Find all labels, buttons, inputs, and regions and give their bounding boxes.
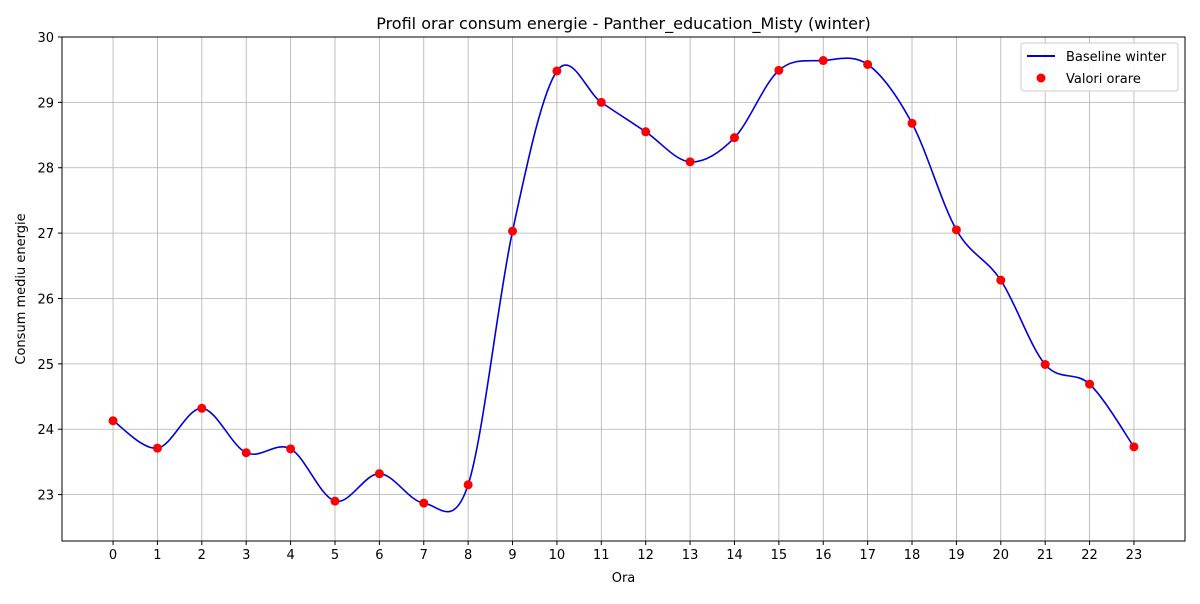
x-tick-label: 3 [242,548,250,563]
scatter-point [374,469,384,479]
x-tick-label: 20 [993,548,1010,563]
y-tick-label: 25 [37,358,54,373]
y-tick-label: 27 [37,227,54,242]
scatter-point [685,157,695,167]
x-tick-label: 11 [593,548,610,563]
x-tick-label: 0 [109,548,117,563]
x-axis-ticks: 0 1 2 3 4 5 6 7 8 9 10 11 12 13 14 15 16 17 18 19 20 21 22 23 [109,541,1142,563]
y-tick-label: 23 [37,489,54,504]
x-tick-label: 1 [153,548,161,563]
scatter-point [641,127,651,137]
y-tick-label: 30 [37,31,54,46]
scatter-point [863,59,873,69]
scatter-point [996,275,1006,285]
scatter-point [596,97,606,107]
x-axis-label: Ora [612,571,636,586]
scatter-point [774,65,784,75]
scatter-point [108,416,118,426]
x-tick-label: 12 [637,548,654,563]
x-tick-label: 16 [815,548,832,563]
scatter-point [152,443,162,453]
x-tick-label: 17 [859,548,876,563]
scatter-point [419,498,429,508]
legend-label-scatter: Valori orare [1066,72,1141,87]
x-tick-label: 8 [464,548,472,563]
scatter-point [197,403,207,413]
y-axis-label: Consum mediu energie [14,213,29,364]
scatter-point [818,56,828,66]
grid [62,36,1185,541]
y-axis-ticks: 23 24 25 26 27 28 29 30 [37,31,62,504]
x-tick-label: 2 [198,548,206,563]
y-tick-label: 29 [37,96,54,111]
scatter-point [1040,360,1050,370]
scatter-point [907,118,917,128]
scatter-point [1129,442,1139,452]
x-tick-label: 10 [549,548,566,563]
x-tick-label: 6 [375,548,383,563]
x-tick-label: 15 [771,548,788,563]
x-tick-label: 21 [1037,548,1054,563]
series-line-baseline [112,57,1135,513]
y-tick-label: 24 [37,423,54,438]
x-tick-label: 19 [948,548,965,563]
x-tick-label: 23 [1126,548,1143,563]
x-tick-label: 5 [331,548,339,563]
scatter-point [463,480,473,490]
legend-swatch-dot [1036,73,1046,83]
scatter-point [241,448,251,458]
scatter-point [1085,379,1095,389]
scatter-point [729,133,739,143]
legend-label-baseline: Baseline winter [1066,50,1167,65]
x-tick-label: 9 [508,548,516,563]
y-tick-label: 26 [37,292,54,307]
legend-box [1020,42,1179,92]
x-tick-label: 18 [904,548,921,563]
chart-title: Profil orar consum energie - Panther_edu… [376,14,871,34]
scatter-point [508,226,518,236]
scatter-point [286,444,296,454]
scatter-point [552,66,562,76]
x-tick-label: 7 [420,548,428,563]
legend: Baseline winter Valori orare [1020,42,1179,92]
x-tick-label: 22 [1081,548,1098,563]
scatter-point [951,225,961,235]
x-tick-label: 14 [726,548,743,563]
scatter-points [108,56,1139,508]
y-tick-label: 28 [37,162,54,177]
plot-frame [61,36,1186,542]
x-tick-label: 4 [286,548,294,563]
x-tick-label: 13 [682,548,699,563]
scatter-point [330,496,340,506]
